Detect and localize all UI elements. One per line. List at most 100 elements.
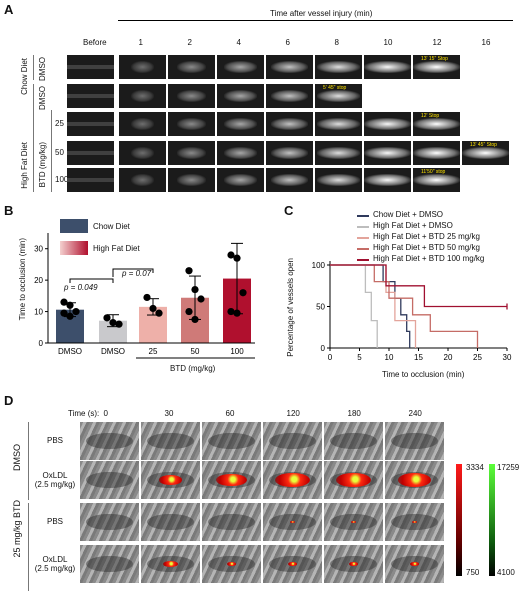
colorbar-green-max: 17259 <box>497 463 520 472</box>
vessel-baseline <box>67 93 114 99</box>
sig-bracket <box>69 278 114 283</box>
legend-line <box>357 226 369 228</box>
legend-line <box>357 215 369 217</box>
x-tick-label: 0 <box>328 353 333 362</box>
stop-time-label: 12' Stop <box>421 113 440 119</box>
microscopy-frame <box>315 55 362 79</box>
data-point <box>149 304 157 313</box>
survival-curve <box>330 264 479 348</box>
legend-swatch-hfd <box>60 241 88 255</box>
vessel-baseline <box>67 64 114 70</box>
panel-d-label: D <box>4 393 14 408</box>
thrombus-fluorescence <box>163 560 178 568</box>
time-point-label: 0 <box>103 409 108 418</box>
thrombus-fluorescence <box>349 562 358 566</box>
microscopy-frame <box>217 112 264 136</box>
data-point <box>60 298 68 306</box>
microscopy-frame <box>67 55 114 79</box>
thrombus-signal <box>413 174 460 186</box>
pvalue-2: p = 0.07 <box>122 269 152 278</box>
group-btd-mgkg: BTD (mg/kg) <box>38 142 47 188</box>
panel-c-label: C <box>284 203 294 218</box>
data-point <box>103 314 111 322</box>
group-divider-hfd <box>33 84 34 192</box>
colorbar-red-min: 750 <box>466 568 480 577</box>
thrombus-signal <box>177 118 206 130</box>
microscopy-frame <box>315 84 362 108</box>
legend-swatch-chow <box>60 219 88 233</box>
thrombus-signal <box>130 90 155 102</box>
time-label: Time (s): <box>68 409 100 418</box>
stop-time-label: 13' 15" Stop <box>421 56 448 62</box>
sig-bracket <box>112 268 154 277</box>
pvalue-1: p = 0.049 <box>64 283 98 292</box>
x-tick-label: 25 <box>473 353 482 362</box>
data-point <box>66 312 74 320</box>
col-label: 2 <box>187 38 192 47</box>
microscopy-frame <box>217 168 264 192</box>
col-label: 10 <box>383 38 393 47</box>
col-label: 8 <box>334 38 339 47</box>
microscopy-frame <box>67 112 114 136</box>
thrombus-signal <box>177 174 206 186</box>
time-point-label: 240 <box>408 409 422 418</box>
microscopy-frame <box>168 55 215 79</box>
row-label: DMSO <box>38 86 47 110</box>
thrombus-signal <box>364 174 411 186</box>
thrombus-signal <box>130 174 155 186</box>
intravital-frame <box>80 422 139 460</box>
microscopy-frame <box>217 141 264 165</box>
panel-b-xgroup: BTD (mg/kg) <box>170 364 216 373</box>
thrombus-signal <box>317 147 360 159</box>
thrombus-signal <box>413 61 460 73</box>
stop-time-label: 11'50" stop <box>421 169 446 175</box>
thrombus-fluorescence <box>158 475 182 485</box>
divider-btd <box>28 503 29 591</box>
intravital-frame <box>324 461 383 499</box>
microscopy-frame <box>67 168 114 192</box>
data-point <box>227 251 235 259</box>
thrombus-signal <box>413 118 460 130</box>
time-point-label: 60 <box>225 409 235 418</box>
colorbar-red <box>456 464 462 576</box>
y-tick-label: 30 <box>34 245 43 254</box>
col-label: 6 <box>285 38 290 47</box>
microscopy-frame <box>266 141 313 165</box>
legend-label: High Fat Diet + BTD 100 mg/kg <box>373 254 485 263</box>
time-point-label: 180 <box>347 409 361 418</box>
survival-curve <box>330 264 411 348</box>
panel-c-ylabel: Percentage of vessels open <box>286 258 295 357</box>
thrombus-signal <box>224 61 257 73</box>
legend-hfd: High Fat Diet <box>93 244 140 253</box>
row-label: PBS <box>46 517 63 526</box>
microscopy-frame <box>119 141 166 165</box>
intravital-frame <box>263 503 322 541</box>
data-point <box>143 293 151 302</box>
microscopy-frame <box>168 112 215 136</box>
intravital-frame <box>324 422 383 460</box>
data-point <box>66 301 74 309</box>
time-point-label: 120 <box>286 409 300 418</box>
thrombus-fluorescence <box>335 472 372 488</box>
intravital-frame <box>385 461 444 499</box>
intravital-frame <box>80 503 139 541</box>
group-25-btd: 25 mg/kg BTD <box>12 500 22 558</box>
group-divider-btd <box>51 110 52 192</box>
thrombus-signal <box>177 61 206 73</box>
microscopy-frame <box>364 168 411 192</box>
row-label: 100 <box>55 175 69 184</box>
group-dmso: DMSO <box>12 444 22 471</box>
thrombus-signal <box>364 118 411 130</box>
microscopy-frame <box>462 141 509 165</box>
intravital-frame <box>80 545 139 583</box>
data-point <box>233 309 241 317</box>
microscopy-frame <box>119 55 166 79</box>
group-high-fat-diet: High Fat Diet <box>20 142 29 189</box>
legend-line <box>357 259 369 261</box>
legend-label: Chow Diet + DMSO <box>373 210 444 219</box>
vessel-shadow <box>268 432 317 450</box>
data-point <box>191 315 199 324</box>
thrombus-fluorescence <box>412 521 417 523</box>
time-point-label: 30 <box>164 409 174 418</box>
microscopy-frame <box>119 168 166 192</box>
